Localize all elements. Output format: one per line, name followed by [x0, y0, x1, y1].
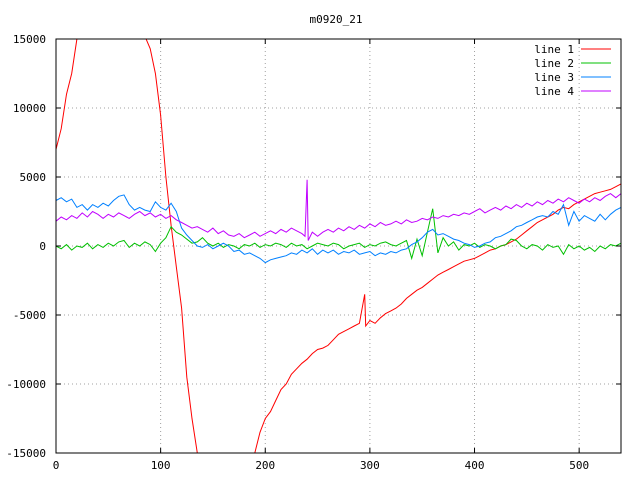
legend-label-3: line 3	[534, 71, 574, 84]
x-tick-label: 200	[255, 459, 275, 472]
x-tick-label: 400	[465, 459, 485, 472]
series-line-3	[56, 194, 621, 264]
legend-label-2: line 2	[534, 57, 574, 70]
legend-label-4: line 4	[534, 85, 574, 98]
series-line-4	[56, 179, 621, 241]
grid	[56, 39, 621, 453]
x-tick-label: 300	[360, 459, 380, 472]
y-tick-label: 5000	[20, 171, 47, 184]
x-tick-label: 500	[569, 459, 589, 472]
x-tick-label: 100	[151, 459, 171, 472]
series-line-2	[56, 208, 621, 261]
y-tick-label: -5000	[13, 309, 46, 322]
tick-labels: 0 100 200 300 400 500 -15000 -10000 -5000 0 5000 10…	[6, 33, 621, 472]
chart-title: m0920_21	[310, 13, 363, 26]
y-tick-label: 15000	[13, 33, 46, 46]
x-tick-label: 0	[53, 459, 60, 472]
y-tick-label: -10000	[6, 378, 46, 391]
y-tick-label: 0	[39, 240, 46, 253]
y-tick-label: -15000	[6, 447, 46, 460]
series-line-1	[56, 39, 621, 453]
y-tick-label: 10000	[13, 102, 46, 115]
legend-label-1: line 1	[534, 43, 574, 56]
series-group	[56, 39, 621, 453]
